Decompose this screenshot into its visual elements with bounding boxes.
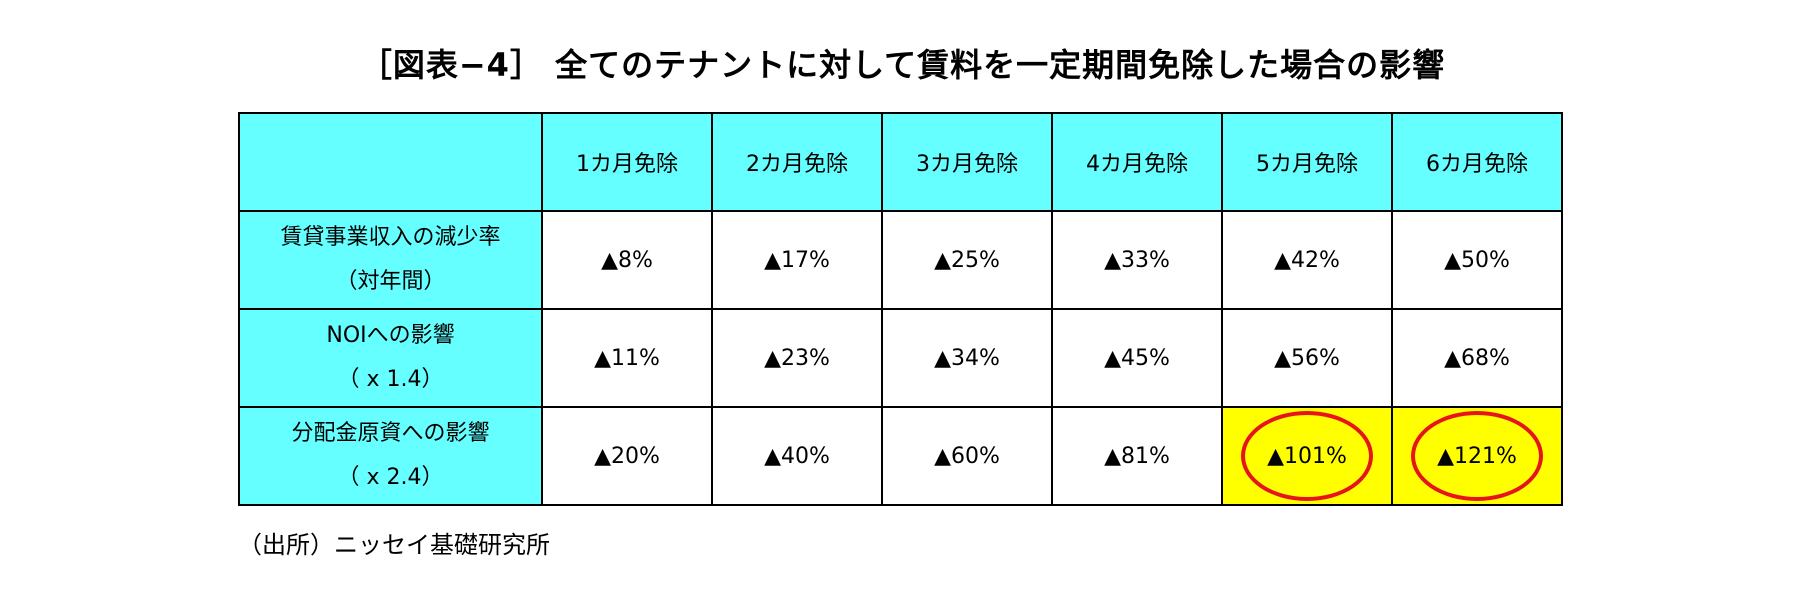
- rent-exemption-table: 1カ月免除 2カ月免除 3カ月免除 4カ月免除 5カ月免除 6カ月免除 賃貸事業…: [238, 112, 1563, 506]
- highlighted-cell: ▲121%: [1391, 406, 1563, 506]
- table-row-noi-impact: NOIへの影響 （ x 1.4） ▲11% ▲23% ▲34% ▲45% ▲56…: [238, 308, 1563, 408]
- row-header-revenue-decline: 賃貸事業収入の減少率 （対年間）: [238, 210, 543, 310]
- highlighted-value: ▲121%: [1437, 443, 1517, 469]
- table-cell: ▲17%: [711, 210, 883, 310]
- row-header-distribution-impact: 分配金原資への影響 （ x 2.4）: [238, 406, 543, 506]
- corner-cell: [238, 112, 543, 212]
- column-header-3: 3カ月免除: [881, 112, 1053, 212]
- highlighted-cell: ▲101%: [1221, 406, 1393, 506]
- table-header-row: 1カ月免除 2カ月免除 3カ月免除 4カ月免除 5カ月免除 6カ月免除: [238, 112, 1563, 212]
- table-cell: ▲40%: [711, 406, 883, 506]
- row-header-line1: 賃貸事業収入の減少率: [280, 225, 501, 250]
- row-header-line1: NOIへの影響: [326, 323, 455, 348]
- column-header-4: 4カ月免除: [1051, 112, 1223, 212]
- figure-title: ［図表−4］ 全てのテナントに対して賃料を一定期間免除した場合の影響: [359, 46, 1446, 84]
- table-cell: ▲34%: [881, 308, 1053, 408]
- column-header-2: 2カ月免除: [711, 112, 883, 212]
- row-header-line2: （ x 2.4）: [337, 465, 444, 490]
- table-cell: ▲23%: [711, 308, 883, 408]
- row-header-line2: （対年間）: [335, 269, 446, 294]
- table-cell: ▲45%: [1051, 308, 1223, 408]
- table-cell: ▲68%: [1391, 308, 1563, 408]
- column-header-1: 1カ月免除: [541, 112, 713, 212]
- table-cell: ▲11%: [541, 308, 713, 408]
- table-cell: ▲25%: [881, 210, 1053, 310]
- table-cell: ▲60%: [881, 406, 1053, 506]
- table-row-distribution-impact: 分配金原資への影響 （ x 2.4） ▲20% ▲40% ▲60% ▲81% ▲…: [238, 406, 1563, 506]
- table-cell: ▲20%: [541, 406, 713, 506]
- source-note: （出所）ニッセイ基礎研究所: [238, 531, 550, 559]
- table-cell: ▲56%: [1221, 308, 1393, 408]
- table-cell: ▲50%: [1391, 210, 1563, 310]
- table-cell: ▲42%: [1221, 210, 1393, 310]
- table-cell: ▲8%: [541, 210, 713, 310]
- row-header-noi-impact: NOIへの影響 （ x 1.4）: [238, 308, 543, 408]
- column-header-5: 5カ月免除: [1221, 112, 1393, 212]
- table-cell: ▲33%: [1051, 210, 1223, 310]
- row-header-line1: 分配金原資への影響: [291, 421, 490, 446]
- highlighted-value: ▲101%: [1267, 443, 1347, 469]
- table-row-revenue-decline: 賃貸事業収入の減少率 （対年間） ▲8% ▲17% ▲25% ▲33% ▲42%…: [238, 210, 1563, 310]
- table-cell: ▲81%: [1051, 406, 1223, 506]
- column-header-6: 6カ月免除: [1391, 112, 1563, 212]
- row-header-line2: （ x 1.4）: [337, 367, 444, 392]
